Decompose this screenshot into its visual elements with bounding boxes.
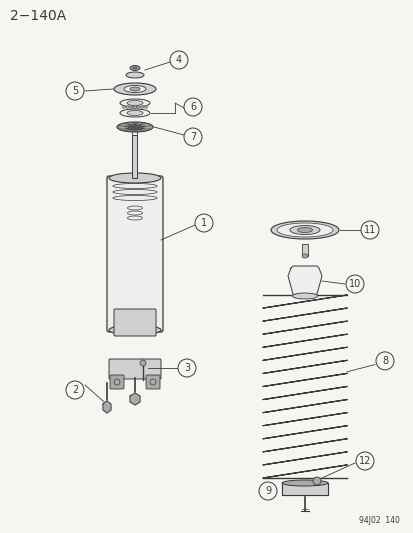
Ellipse shape: [109, 325, 161, 335]
Text: 2: 2: [72, 385, 78, 395]
Circle shape: [170, 51, 188, 69]
Ellipse shape: [130, 87, 140, 91]
Circle shape: [183, 98, 202, 116]
Ellipse shape: [120, 99, 150, 107]
Circle shape: [259, 482, 276, 500]
Ellipse shape: [301, 254, 307, 258]
Ellipse shape: [281, 480, 327, 486]
Circle shape: [140, 106, 143, 109]
FancyBboxPatch shape: [146, 375, 159, 389]
Text: 2−140A: 2−140A: [10, 9, 66, 23]
Text: 8: 8: [381, 356, 387, 366]
FancyBboxPatch shape: [109, 359, 161, 379]
Ellipse shape: [120, 109, 150, 117]
FancyBboxPatch shape: [107, 176, 163, 332]
Circle shape: [150, 379, 156, 385]
Ellipse shape: [124, 85, 146, 93]
Bar: [132, 135, 137, 178]
Circle shape: [144, 106, 147, 109]
Text: 9: 9: [264, 486, 271, 496]
Text: 12: 12: [358, 456, 370, 466]
Ellipse shape: [276, 223, 332, 237]
Ellipse shape: [114, 83, 156, 95]
Circle shape: [137, 106, 140, 109]
Text: 7: 7: [190, 132, 196, 142]
Text: 5: 5: [72, 86, 78, 96]
Ellipse shape: [271, 221, 338, 239]
Polygon shape: [287, 266, 321, 297]
Circle shape: [114, 379, 120, 385]
Text: 4: 4: [176, 55, 182, 65]
Ellipse shape: [117, 122, 153, 132]
FancyBboxPatch shape: [110, 375, 124, 389]
Circle shape: [122, 106, 125, 109]
Text: 94J02  140: 94J02 140: [358, 516, 399, 525]
Ellipse shape: [125, 124, 145, 130]
FancyBboxPatch shape: [114, 309, 156, 336]
Circle shape: [178, 359, 195, 377]
Ellipse shape: [130, 66, 140, 70]
Text: 11: 11: [363, 225, 375, 235]
Ellipse shape: [297, 228, 312, 232]
Ellipse shape: [127, 110, 142, 116]
Polygon shape: [281, 483, 327, 495]
Circle shape: [126, 106, 129, 109]
Polygon shape: [103, 401, 111, 413]
Ellipse shape: [126, 72, 144, 78]
Circle shape: [66, 82, 84, 100]
Bar: [301, 244, 307, 256]
Ellipse shape: [127, 101, 142, 106]
Circle shape: [183, 128, 202, 146]
Polygon shape: [130, 393, 140, 405]
Text: 6: 6: [190, 102, 196, 112]
Circle shape: [140, 360, 146, 366]
Circle shape: [360, 221, 378, 239]
Circle shape: [355, 452, 373, 470]
Circle shape: [130, 106, 133, 109]
Ellipse shape: [292, 293, 317, 299]
Text: 1: 1: [200, 218, 206, 228]
Ellipse shape: [132, 67, 138, 69]
Circle shape: [66, 381, 84, 399]
Text: 10: 10: [348, 279, 360, 289]
Circle shape: [375, 352, 393, 370]
Ellipse shape: [289, 225, 319, 235]
Text: 3: 3: [183, 363, 190, 373]
Circle shape: [345, 275, 363, 293]
Circle shape: [133, 106, 136, 109]
Circle shape: [195, 214, 212, 232]
Circle shape: [312, 477, 320, 485]
Ellipse shape: [109, 173, 161, 183]
